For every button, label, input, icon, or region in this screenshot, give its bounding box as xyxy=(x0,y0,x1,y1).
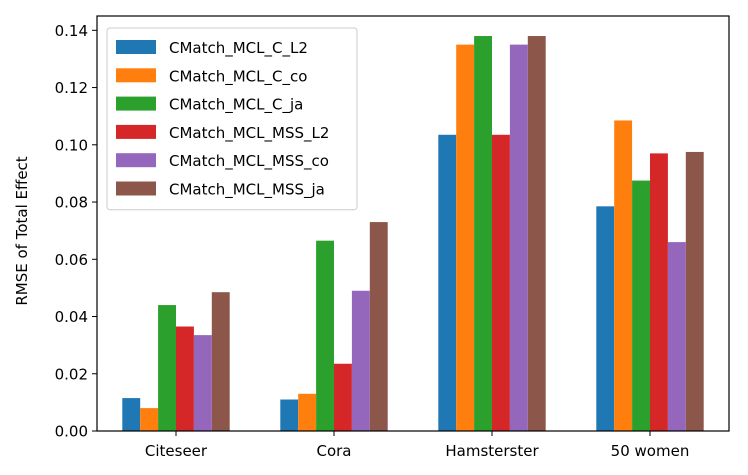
legend-swatch xyxy=(116,153,156,168)
plot-frame xyxy=(96,15,730,432)
bar-citeseer-cmatch-mcl-c-l2 xyxy=(122,398,141,431)
y-tick-label: 0.06 xyxy=(55,251,88,269)
bar-cora-cmatch-mcl-c-ja xyxy=(316,240,334,431)
bars-group xyxy=(122,36,704,432)
y-tick-label: 0.10 xyxy=(55,136,88,154)
bar-citeseer-cmatch-mcl-mss-ja xyxy=(211,292,230,431)
legend: CMatch_MCL_C_L2 CMatch_MCL_C_co CMatch_MCL… xyxy=(106,27,358,211)
bar-citeseer-cmatch-mcl-c-co xyxy=(140,408,159,431)
legend-swatch xyxy=(116,68,156,83)
legend-box xyxy=(106,27,358,211)
bar-hamsterster-cmatch-mcl-mss-l2 xyxy=(492,134,510,431)
legend-swatch xyxy=(116,40,156,54)
bar-50-women-cmatch-mcl-mss-l2 xyxy=(650,153,668,431)
bar-cora-cmatch-mcl-mss-l2 xyxy=(334,363,352,431)
bar-50-women-cmatch-mcl-c-co xyxy=(614,120,633,431)
bar-hamsterster-cmatch-mcl-c-l2 xyxy=(438,134,457,431)
x-tick-label: 50 women xyxy=(611,442,690,460)
legend-entry-label: CMatch_MCL_C_L2 xyxy=(169,39,308,58)
bar-citeseer-cmatch-mcl-c-ja xyxy=(158,305,176,431)
legend-entry-label: CMatch_MCL_C_ja xyxy=(169,96,303,115)
legend-entry-label: CMatch_MCL_MSS_L2 xyxy=(169,124,329,143)
bar-50-women-cmatch-mcl-c-l2 xyxy=(596,206,615,431)
bar-50-women-cmatch-mcl-mss-co xyxy=(667,242,686,431)
bar-cora-cmatch-mcl-c-co xyxy=(298,393,317,431)
legend-entry-label: CMatch_MCL_MSS_ja xyxy=(169,181,325,200)
y-tick-label: 0.12 xyxy=(55,79,88,97)
bar-citeseer-cmatch-mcl-mss-l2 xyxy=(176,326,194,431)
y-axis-label: RMSE of Total Effect xyxy=(13,156,31,305)
y-tick-label: 0.04 xyxy=(55,308,88,326)
legend-swatch xyxy=(116,181,156,196)
bar-hamsterster-cmatch-mcl-c-co xyxy=(456,44,475,432)
legend-entry-label: CMatch_MCL_C_co xyxy=(169,67,307,86)
y-tick-label: 0.00 xyxy=(55,423,88,441)
y-tick-label: 0.08 xyxy=(55,194,88,212)
y-tick-label: 0.14 xyxy=(55,22,88,40)
x-tick-label: Cora xyxy=(316,442,351,460)
ticks-group: 0.00 0.02 0.04 0.06 0.08 0.10 0.12 0.14 Citeseer… xyxy=(55,22,690,460)
bar-citeseer-cmatch-mcl-mss-co xyxy=(193,335,212,431)
bar-50-women-cmatch-mcl-mss-ja xyxy=(685,151,704,431)
bar-hamsterster-cmatch-mcl-c-ja xyxy=(474,36,492,431)
x-tick-label: Citeseer xyxy=(145,442,208,460)
bar-50-women-cmatch-mcl-c-ja xyxy=(632,180,650,431)
bar-cora-cmatch-mcl-mss-co xyxy=(351,290,370,431)
bar-hamsterster-cmatch-mcl-mss-ja xyxy=(527,36,546,431)
bar-hamsterster-cmatch-mcl-mss-co xyxy=(509,44,528,432)
bar-cora-cmatch-mcl-mss-ja xyxy=(369,222,388,431)
legend-swatch xyxy=(116,96,156,111)
legend-swatch xyxy=(116,124,156,139)
y-tick-label: 0.02 xyxy=(55,365,88,383)
bar-cora-cmatch-mcl-c-l2 xyxy=(280,399,299,431)
legend-entry-label: CMatch_MCL_MSS_co xyxy=(169,152,329,171)
x-tick-label: Hamsterster xyxy=(445,442,539,460)
